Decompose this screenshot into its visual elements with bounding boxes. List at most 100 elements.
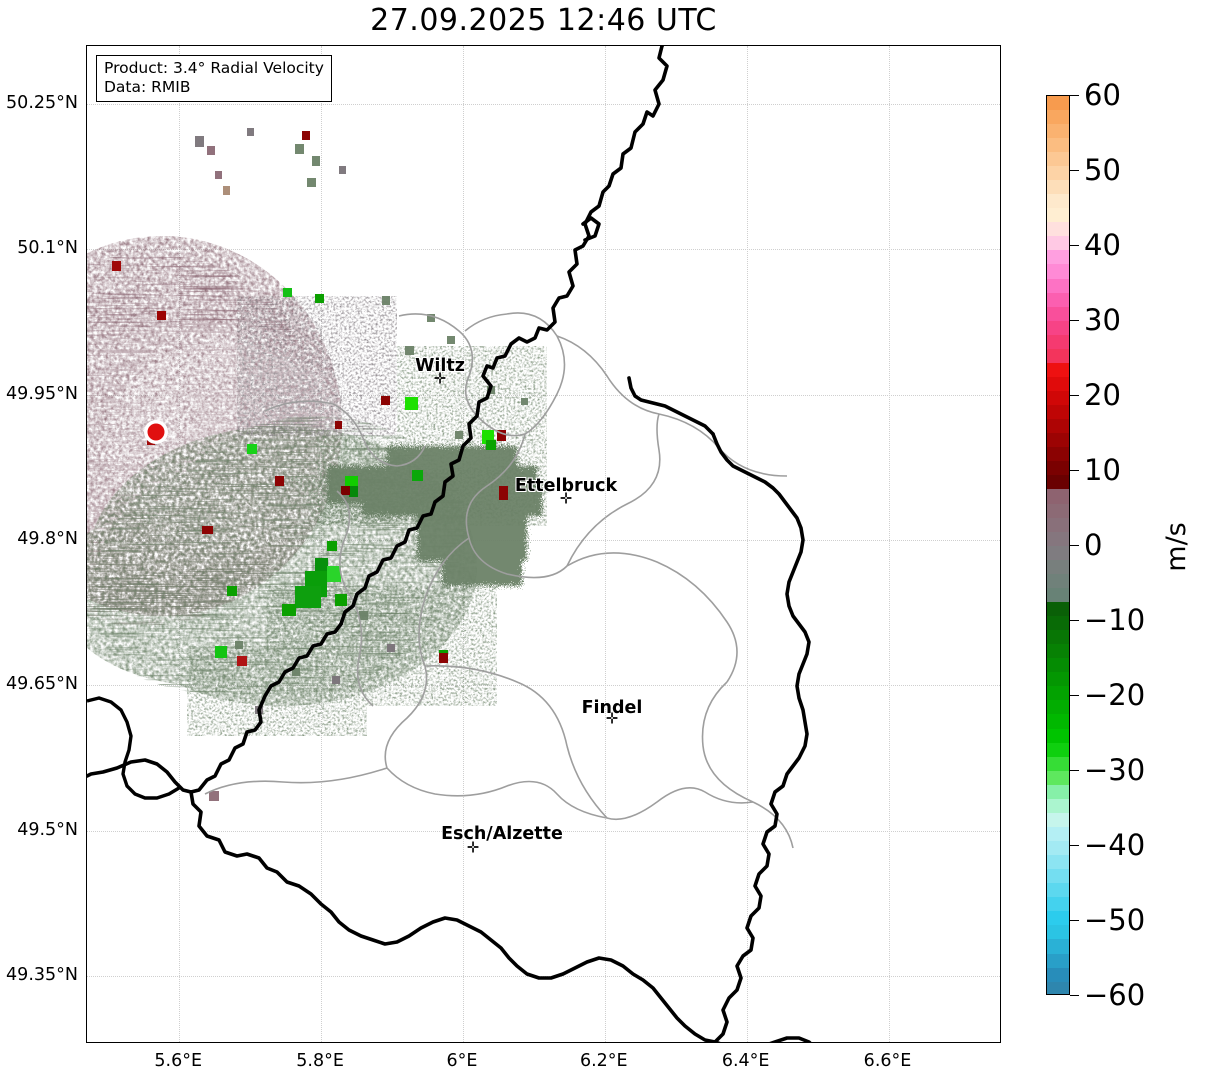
gridline-horizontal (87, 104, 1000, 106)
colorbar-segment (1047, 503, 1069, 519)
page-title: 27.09.2025 12:46 UTC (370, 3, 717, 38)
colorbar-segment (1047, 545, 1069, 561)
colorbar-gradient (1046, 95, 1070, 995)
city-label-ettelbruck: Ettelbruck (514, 476, 618, 496)
colorbar-tick-label: −10 (1084, 603, 1146, 637)
longitude-tick-label: 6°E (446, 1051, 478, 1071)
city-marker-ettelbruck: ✛ (559, 489, 573, 508)
colorbar-segment (1047, 180, 1069, 195)
colorbar-tick (1070, 245, 1079, 246)
colorbar-segment (1047, 925, 1069, 941)
colorbar-segment (1047, 686, 1069, 701)
colorbar-segment (1047, 939, 1069, 955)
isolated-echoes (195, 128, 528, 801)
colorbar-segment (1047, 348, 1069, 364)
city-marker-findel: ✛ (605, 709, 619, 728)
colorbar-segment (1047, 798, 1069, 814)
colorbar-segment (1047, 841, 1069, 856)
longitude-tick-label: 6.4°E (721, 1051, 770, 1071)
colorbar-segment (1047, 433, 1069, 448)
colorbar-segment (1047, 334, 1069, 350)
gridline-vertical (604, 46, 606, 1042)
map-axes[interactable]: Wiltz ✛ Ettelbruck ✛ Findel ✛ Esch/Alzet… (86, 45, 1001, 1043)
colorbar-segment (1047, 405, 1069, 420)
gridline-horizontal (87, 830, 1000, 832)
colorbar-segment (1047, 601, 1069, 617)
colorbar-tick (1070, 770, 1079, 771)
colorbar-tick (1070, 470, 1079, 471)
product-line: Product: 3.4° Radial Velocity (104, 59, 324, 77)
colorbar-segment (1047, 981, 1069, 994)
colorbar-segment (1047, 967, 1069, 983)
national-borders (87, 46, 812, 1042)
colorbar-segment (1047, 306, 1069, 322)
colorbar-segment (1047, 320, 1069, 336)
colorbar-tick-label: 50 (1084, 153, 1121, 187)
colorbar-segment (1047, 222, 1069, 237)
latitude-tick-label: 49.8°N (17, 529, 78, 550)
colorbar-segment (1047, 883, 1069, 898)
colorbar-tick (1070, 995, 1079, 996)
longitude-tick-label: 6.6°E (863, 1051, 912, 1071)
colorbar-segment (1047, 700, 1069, 716)
colorbar-tick (1070, 320, 1079, 321)
radar-site-marker[interactable] (147, 423, 165, 441)
colorbar-segment (1047, 250, 1069, 266)
admin-boundaries (204, 312, 794, 849)
gridline-horizontal (87, 685, 1000, 687)
colorbar-tick-label: 30 (1084, 303, 1121, 337)
colorbar-segment (1047, 461, 1069, 476)
colorbar-unit-label: m/s (1161, 522, 1193, 572)
colorbar-tick-label: −40 (1084, 828, 1146, 862)
colorbar-segment (1047, 391, 1069, 406)
colorbar-segment (1047, 194, 1069, 209)
colorbar-segment (1047, 658, 1069, 673)
colorbar[interactable]: 60 50 40 30 20 10 0 −10 −20 −30 −40 −50 −60 (1046, 78, 1145, 1012)
colorbar-tick (1070, 845, 1079, 846)
colorbar-tick-label: −20 (1084, 678, 1146, 712)
colorbar-segment (1047, 489, 1069, 505)
map-canvas (87, 46, 812, 1042)
colorbar-segment (1047, 587, 1069, 603)
colorbar-segment (1047, 742, 1069, 758)
city-marker-esch-alzette: ✛ (466, 838, 480, 857)
colorbar-segment (1047, 362, 1069, 378)
colorbar-segment (1047, 573, 1069, 589)
colorbar-segment (1047, 264, 1069, 280)
colorbar-segment (1047, 897, 1069, 912)
latitude-tick-label: 49.5°N (17, 819, 78, 840)
colorbar-segment (1047, 855, 1069, 870)
latitude-tick-label: 50.25°N (6, 93, 78, 114)
gridline-horizontal (87, 540, 1000, 542)
colorbar-tick (1070, 920, 1079, 921)
colorbar-tick-label: −50 (1084, 903, 1146, 937)
longitude-axis-labels: 5.6°E 5.8°E 6°E 6.2°E 6.4°E 6.6°E (86, 1045, 1001, 1079)
colorbar-segment (1047, 784, 1069, 800)
colorbar-segment (1047, 672, 1069, 687)
colorbar-segment (1047, 419, 1069, 434)
colorbar-segment (1047, 616, 1069, 631)
city-label-esch-alzette: Esch/Alzette (441, 824, 563, 844)
colorbar-tick-label: 10 (1084, 453, 1121, 487)
colorbar-tick (1070, 620, 1079, 621)
colorbar-segment (1047, 96, 1069, 111)
colorbar-segment (1047, 236, 1069, 251)
colorbar-tick (1070, 695, 1079, 696)
colorbar-tick-label: −30 (1084, 753, 1146, 787)
city-label-findel: Findel (581, 698, 643, 718)
colorbar-segment (1047, 559, 1069, 575)
colorbar-segment (1047, 770, 1069, 786)
data-source-line: Data: RMIB (104, 78, 191, 96)
gridline-vertical (746, 46, 748, 1042)
colorbar-tick-label: 0 (1084, 528, 1103, 562)
longitude-tick-label: 5.6°E (154, 1051, 203, 1071)
city-marker-wiltz: ✛ (433, 369, 447, 388)
colorbar-segment (1047, 714, 1069, 730)
gridline-vertical (888, 46, 890, 1042)
colorbar-segment (1047, 644, 1069, 659)
colorbar-segment (1047, 869, 1069, 884)
latitude-tick-label: 50.1°N (17, 238, 78, 259)
latitude-tick-label: 49.65°N (6, 674, 78, 695)
colorbar-segment (1047, 151, 1069, 167)
